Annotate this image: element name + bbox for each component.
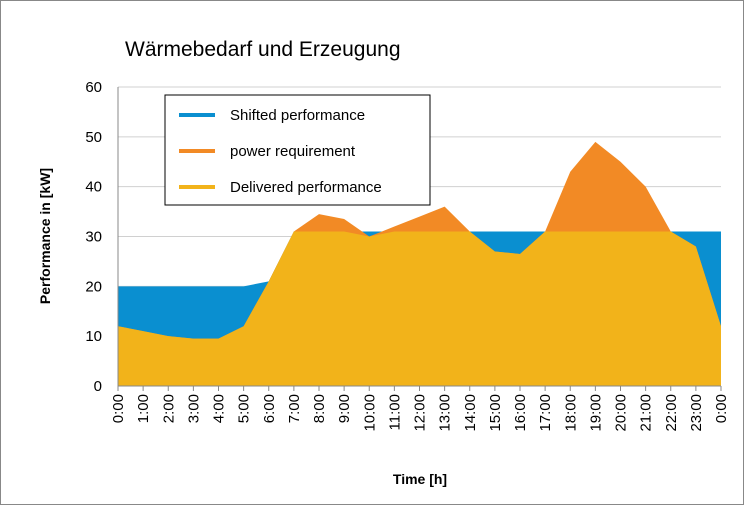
y-tick-label: 0 <box>94 378 102 395</box>
y-tick-label: 40 <box>85 179 102 196</box>
x-tick-label: 22:00 <box>663 394 680 432</box>
x-tick-label: 9:00 <box>336 394 353 423</box>
x-tick-label: 2:00 <box>160 394 177 423</box>
y-tick-label: 60 <box>85 79 102 96</box>
x-tick-label: 5:00 <box>236 394 253 423</box>
x-tick-label: 23:00 <box>688 394 705 432</box>
chart-title: Wärmebedarf und Erzeugung <box>125 38 401 61</box>
x-tick-label: 18:00 <box>562 394 579 432</box>
x-tick-label: 11:00 <box>386 394 403 430</box>
x-tick-label: 7:00 <box>286 394 303 423</box>
x-tick-label: 16:00 <box>512 394 529 432</box>
x-tick-label: 13:00 <box>437 394 454 432</box>
x-tick-label: 14:00 <box>462 394 479 432</box>
x-tick-label: 12:00 <box>412 394 429 432</box>
y-tick-label: 50 <box>85 129 102 146</box>
x-tick-label: 19:00 <box>587 394 604 432</box>
x-tick-label: 3:00 <box>185 394 202 423</box>
x-tick-label: 21:00 <box>638 394 655 432</box>
x-tick-label: 17:00 <box>537 394 554 432</box>
legend-label: power requirement <box>230 143 356 160</box>
legend-label: Delivered performance <box>230 179 382 196</box>
x-tick-label: 8:00 <box>311 394 328 423</box>
y-tick-label: 20 <box>85 278 102 295</box>
y-tick-label: 30 <box>85 229 102 246</box>
x-tick-label: 0:00 <box>713 394 730 423</box>
area <box>118 231 721 386</box>
y-tick-label: 10 <box>85 328 102 345</box>
x-tick-label: 15:00 <box>487 394 504 432</box>
x-tick-label: 6:00 <box>261 394 278 423</box>
legend-label: Shifted performance <box>230 107 365 124</box>
x-tick-label: 10:00 <box>361 394 378 432</box>
y-axis-label: Performance in [kW] <box>37 168 53 304</box>
x-tick-label: 1:00 <box>135 394 152 423</box>
x-tick-label: 0:00 <box>110 394 127 423</box>
legend: Shifted performance power requirement Deli… <box>164 94 431 206</box>
x-tick-label: 20:00 <box>613 394 630 432</box>
x-tick-label: 4:00 <box>211 394 228 423</box>
x-axis-label: Time [h] <box>393 471 447 487</box>
